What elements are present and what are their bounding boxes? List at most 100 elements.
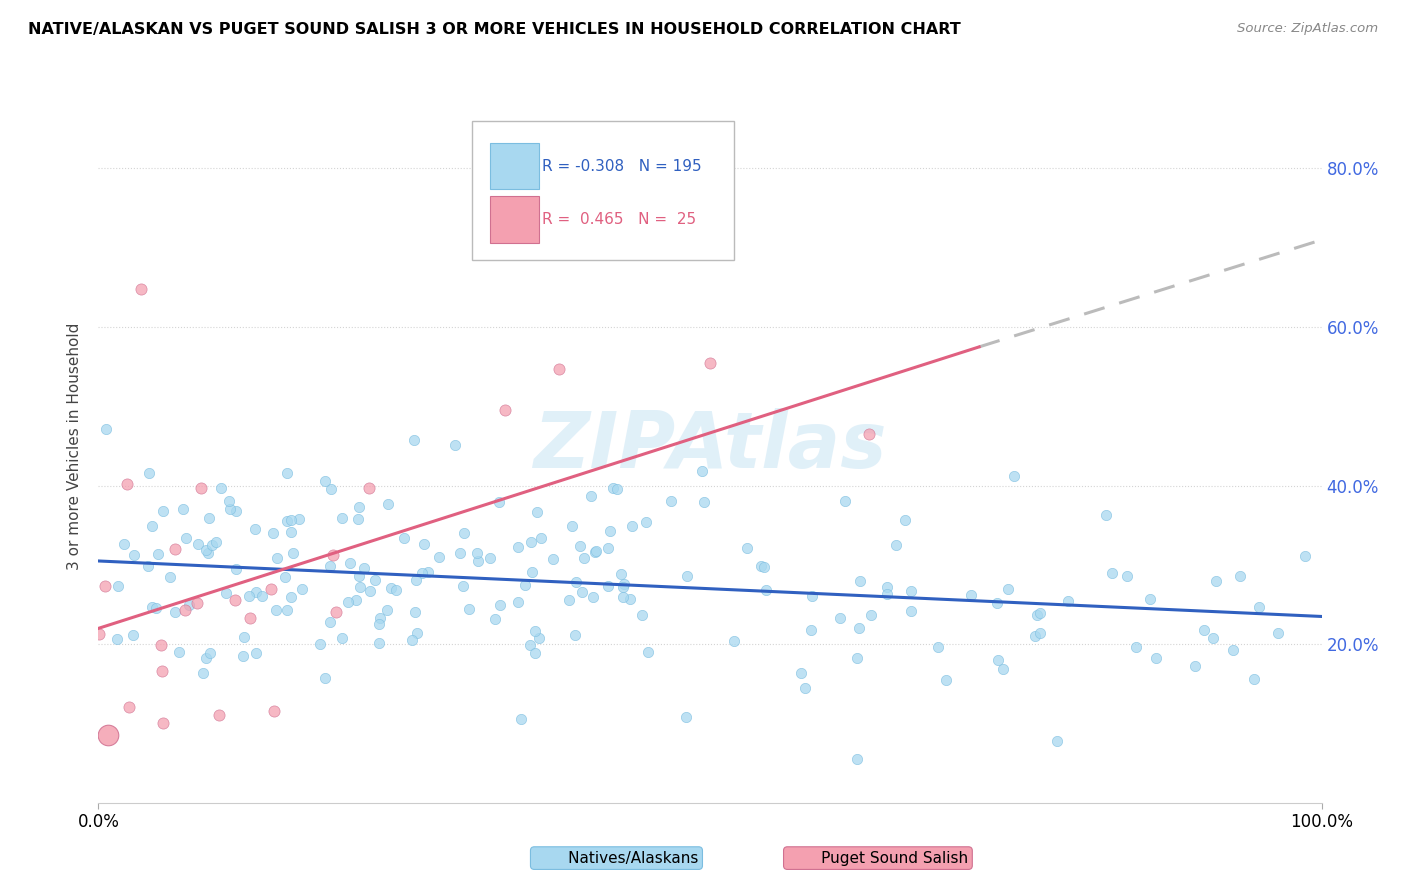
Point [141, 600, 163, 615]
Point [224, 593, 246, 607]
Point [693, 495, 716, 509]
Point [276, 514, 298, 528]
Point [276, 466, 298, 480]
Point [735, 541, 758, 555]
Point [510, 712, 533, 726]
Point [427, 549, 450, 564]
Point [152, 504, 174, 518]
Point [238, 589, 260, 603]
Point [276, 602, 298, 616]
Point [250, 590, 273, 604]
Point [484, 612, 506, 626]
Point [699, 356, 721, 370]
Point [571, 585, 593, 599]
Text: R = -0.308   N = 195: R = -0.308 N = 195 [543, 159, 702, 174]
Point [344, 593, 367, 607]
Point [392, 531, 415, 545]
Point [283, 546, 305, 560]
Point [197, 546, 219, 560]
Point [141, 519, 163, 533]
Point [793, 681, 815, 695]
Point [458, 602, 481, 616]
Point [801, 589, 824, 603]
Point [232, 648, 254, 663]
Point [308, 636, 330, 650]
Point [619, 591, 641, 606]
Point [177, 598, 200, 612]
Point [97, 728, 120, 742]
Point [347, 511, 370, 525]
Point [411, 566, 433, 580]
Point [174, 531, 197, 545]
Point [319, 483, 342, 497]
Point [848, 621, 870, 635]
Point [318, 558, 340, 573]
Point [585, 544, 607, 558]
Point [145, 600, 167, 615]
Point [1294, 549, 1316, 563]
FancyBboxPatch shape [471, 121, 734, 260]
Point [564, 628, 586, 642]
Point [368, 636, 391, 650]
Point [927, 640, 949, 654]
Point [245, 647, 267, 661]
Point [612, 580, 634, 594]
Point [574, 550, 596, 565]
Point [800, 623, 823, 637]
Point [900, 604, 922, 618]
Point [94, 422, 117, 436]
Point [620, 519, 643, 533]
Point [489, 599, 512, 613]
Point [364, 573, 387, 587]
Point [187, 537, 209, 551]
Point [634, 515, 657, 529]
Point [599, 524, 621, 538]
Point [129, 282, 152, 296]
Point [146, 547, 169, 561]
Point [886, 538, 908, 552]
Point [401, 632, 423, 647]
Point [208, 707, 231, 722]
Point [845, 752, 868, 766]
Point [209, 481, 232, 495]
Point [524, 646, 547, 660]
Point [280, 590, 302, 604]
Point [467, 554, 489, 568]
Point [264, 603, 287, 617]
Point [494, 403, 516, 417]
Point [280, 513, 302, 527]
Point [115, 477, 138, 491]
Point [215, 586, 238, 600]
Point [522, 565, 544, 579]
Point [280, 525, 302, 540]
Point [322, 548, 344, 562]
Point [1028, 625, 1050, 640]
Point [1026, 608, 1049, 623]
Point [692, 464, 714, 478]
Point [405, 574, 427, 588]
Point [94, 579, 117, 593]
Point [1192, 624, 1215, 638]
Point [606, 482, 628, 496]
Point [150, 664, 173, 678]
Point [1243, 673, 1265, 687]
Point [370, 611, 392, 625]
Point [163, 541, 186, 556]
Point [723, 633, 745, 648]
Point [266, 551, 288, 566]
FancyBboxPatch shape [489, 143, 538, 189]
Point [751, 559, 773, 574]
Point [159, 570, 181, 584]
Point [508, 595, 530, 609]
Point [118, 700, 141, 714]
Point [1095, 508, 1118, 523]
Point [561, 518, 583, 533]
Point [197, 511, 219, 525]
Point [319, 615, 342, 629]
Point [239, 610, 262, 624]
Point [876, 587, 898, 601]
Point [263, 704, 285, 718]
Point [412, 537, 434, 551]
Point [1247, 600, 1270, 615]
Point [243, 522, 266, 536]
